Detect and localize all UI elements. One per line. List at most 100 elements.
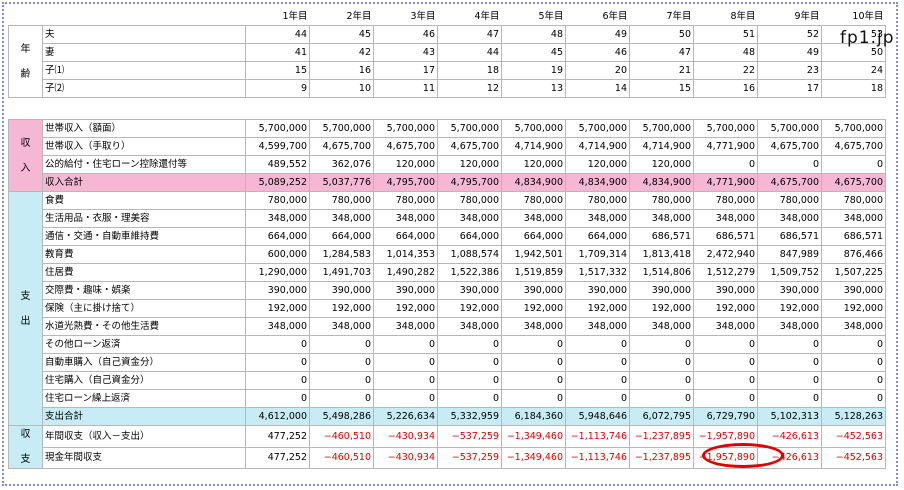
value-cell: 6,729,790 — [693, 407, 758, 426]
value-cell: 390,000 — [757, 281, 822, 300]
value-cell: 0 — [757, 353, 822, 372]
year-header: 9年目 — [794, 11, 820, 22]
value-cell: 5,332,959 — [437, 407, 502, 426]
value-cell: 780,000 — [757, 191, 822, 210]
income-category: 収入 — [8, 119, 43, 192]
value-cell: 348,000 — [501, 317, 566, 336]
table-row: 現金年間収支 477,252 −460,510 −430,934 −537,259 −1,… — [9, 446, 886, 469]
value-cell: 1,014,353 — [373, 245, 438, 264]
value-cell: 0 — [629, 389, 694, 408]
value-cell: 686,571 — [629, 227, 694, 246]
value-cell: 780,000 — [373, 191, 438, 210]
table-row: 住宅購入（自己資金分） 0 0 0 0 0 0 0 0 0 0 — [9, 371, 886, 390]
value-cell: −537,259 — [437, 425, 502, 448]
value-cell: 348,000 — [821, 317, 886, 336]
value-cell: 780,000 — [437, 191, 502, 210]
value-cell: 348,000 — [245, 209, 310, 228]
value-cell: 0 — [309, 335, 374, 354]
value-cell: 192,000 — [437, 299, 502, 318]
value-cell: 4,834,900 — [565, 173, 630, 192]
year-header-row: 1年目 2年目 3年目 4年目 5年目 6年目 7年目 8年目 9年目 10年目 — [9, 8, 886, 26]
highlight-circle — [702, 443, 784, 468]
value-cell: −452,563 — [821, 425, 886, 448]
row-label: その他ローン返済 — [42, 335, 246, 354]
value-cell: 192,000 — [501, 299, 566, 318]
value-cell: 12 — [437, 79, 502, 98]
row-label: 食費 — [42, 191, 246, 210]
value-cell: 16 — [693, 79, 758, 98]
value-cell: −452,563 — [821, 446, 886, 469]
row-label: 夫 — [42, 25, 246, 44]
row-label: 収入合計 — [42, 173, 246, 192]
value-cell: 17 — [757, 79, 822, 98]
row-label: 通信・交通・自動車維持費 — [42, 227, 246, 246]
value-cell: 348,000 — [501, 209, 566, 228]
value-cell: 13 — [501, 79, 566, 98]
value-cell: 4,675,700 — [821, 137, 886, 156]
value-cell: 390,000 — [373, 281, 438, 300]
value-cell: 120,000 — [373, 155, 438, 174]
value-cell: 46 — [565, 43, 630, 62]
table-row: 教育費 600,000 1,284,583 1,014,353 1,088,574 1,9… — [9, 245, 886, 264]
category-char: 支 — [20, 290, 31, 302]
value-cell: 0 — [373, 335, 438, 354]
table-row: 子⑴ 15 16 17 18 19 20 21 22 23 24 — [9, 61, 886, 80]
table-row: 支出合計 4,612,000 5,498,286 5,226,634 5,332,959… — [9, 407, 886, 426]
value-cell: 5,498,286 — [309, 407, 374, 426]
value-cell: 390,000 — [629, 281, 694, 300]
category-char: 収 — [20, 429, 31, 440]
site-watermark: fp1.jp — [840, 28, 895, 48]
value-cell: 1,284,583 — [309, 245, 374, 264]
value-cell: 348,000 — [693, 209, 758, 228]
value-cell: 0 — [373, 353, 438, 372]
value-cell: 0 — [501, 371, 566, 390]
value-cell: 21 — [629, 61, 694, 80]
table-row: 子⑵ 9 10 11 12 13 14 15 16 17 18 — [9, 79, 886, 98]
expense-category: 支出 — [8, 191, 43, 426]
header-blank — [43, 8, 246, 26]
value-cell: 348,000 — [821, 209, 886, 228]
value-cell: 19 — [501, 61, 566, 80]
value-cell: 4,675,700 — [373, 137, 438, 156]
value-cell: −1,349,460 — [501, 425, 566, 448]
year-header: 8年目 — [730, 11, 756, 22]
value-cell: 0 — [245, 389, 310, 408]
value-cell: 348,000 — [629, 317, 694, 336]
value-cell: 1,519,859 — [501, 263, 566, 282]
value-cell: 10 — [309, 79, 374, 98]
value-cell: 477,252 — [245, 425, 310, 448]
year-header: 2年目 — [346, 11, 372, 22]
value-cell: 390,000 — [821, 281, 886, 300]
row-label: 保険（主に掛け捨て） — [42, 299, 246, 318]
row-label: 住居費 — [42, 263, 246, 282]
value-cell: 664,000 — [437, 227, 502, 246]
value-cell: 1,517,332 — [565, 263, 630, 282]
year-header: 6年目 — [602, 11, 628, 22]
value-cell: 489,552 — [245, 155, 310, 174]
value-cell: 664,000 — [309, 227, 374, 246]
value-cell: 17 — [373, 61, 438, 80]
value-cell: −1,113,746 — [565, 425, 630, 448]
row-label: 自動車購入（自己資金分） — [42, 353, 246, 372]
row-label: 年間収支（収入－支出） — [42, 425, 246, 448]
value-cell: 24 — [821, 61, 886, 80]
value-cell: 780,000 — [245, 191, 310, 210]
value-cell: 5,700,000 — [245, 119, 310, 138]
spacer — [9, 98, 886, 120]
value-cell: 348,000 — [565, 317, 630, 336]
value-cell: −460,510 — [309, 425, 374, 448]
category-char: 出 — [20, 315, 31, 327]
value-cell: 0 — [693, 353, 758, 372]
value-cell: 0 — [437, 371, 502, 390]
value-cell: 4,771,900 — [693, 137, 758, 156]
value-cell: 1,509,752 — [757, 263, 822, 282]
value-cell: 192,000 — [757, 299, 822, 318]
value-cell: 390,000 — [693, 281, 758, 300]
value-cell: 5,128,263 — [821, 407, 886, 426]
year-header: 1年目 — [282, 11, 308, 22]
value-cell: 4,834,900 — [629, 173, 694, 192]
value-cell: 0 — [821, 155, 886, 174]
table-row: 生活用品・衣服・理美容 348,000 348,000 348,000 348,000 3… — [9, 209, 886, 228]
value-cell: 0 — [245, 335, 310, 354]
value-cell: 2,472,940 — [693, 245, 758, 264]
